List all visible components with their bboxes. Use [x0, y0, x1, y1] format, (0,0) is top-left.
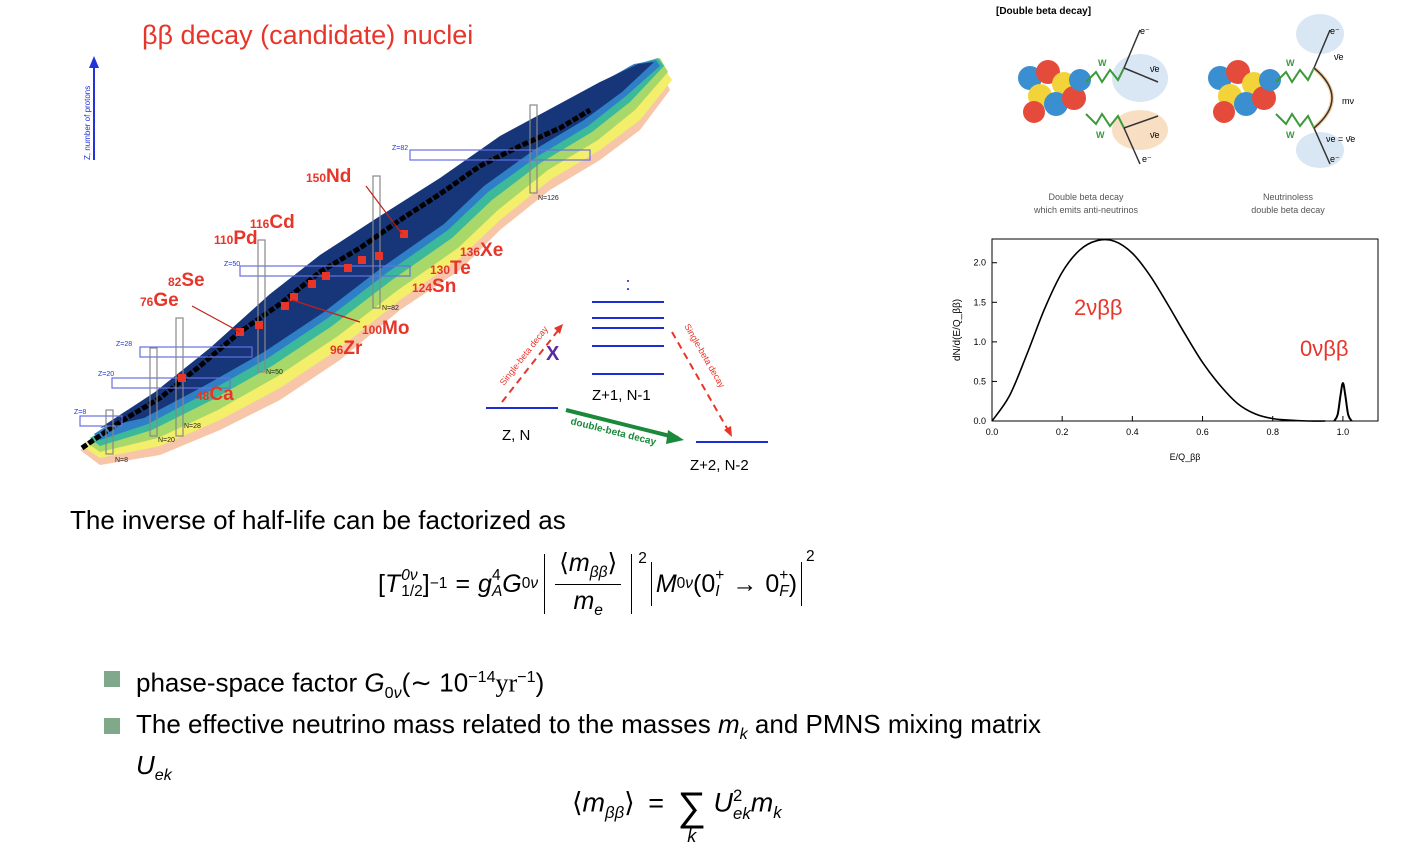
y-tick-label: 1.0	[973, 337, 986, 347]
left-caption-1: Double beta decay	[1048, 192, 1124, 202]
magic-n-50: N=50	[266, 369, 283, 376]
svg-text:W: W	[1286, 130, 1295, 140]
svg-text:ν̄e: ν̄e	[1150, 64, 1160, 74]
x-tick-label: 0.2	[1056, 427, 1069, 437]
single-beta-right: Single-beta decay	[682, 322, 727, 390]
x-tick-label: 0.4	[1126, 427, 1139, 437]
svg-text:e⁻: e⁻	[1330, 154, 1340, 164]
y-tick-label: 0.5	[973, 376, 986, 386]
nuclide-mo100: 100Mo	[362, 318, 409, 339]
x-tick-label: 0.0	[986, 427, 999, 437]
nuclide-te130: 130Te	[430, 258, 471, 279]
magic-z-82: Z=82	[392, 145, 408, 152]
svg-text:ν̄e: ν̄e	[1150, 130, 1160, 140]
magic-n-8: N=8	[115, 457, 128, 464]
magic-z-50: Z=50	[224, 261, 240, 268]
magic-n-28: N=28	[184, 423, 201, 430]
single-beta-left: Single-beta decay	[498, 324, 551, 387]
svg-text:e⁻: e⁻	[1142, 154, 1152, 164]
y-axis-label: dN/d(E/Q_ββ)	[952, 299, 963, 361]
nuclide-band	[80, 58, 672, 465]
svg-text:e⁻: e⁻	[1140, 26, 1150, 36]
magic-n-126: N=126	[538, 195, 559, 202]
magic-n-20: N=20	[158, 437, 175, 444]
svg-text:W: W	[1286, 58, 1295, 68]
nuclide-zr96: 96Zr	[330, 338, 363, 359]
svg-text:W: W	[1098, 58, 1107, 68]
bullet-effective-mass: The effective neutrino mass related to t…	[104, 709, 1041, 791]
left-panel: W W e⁻ e⁻ ν̄e ν̄e Double beta decay whic…	[1018, 26, 1168, 215]
intro-text: The inverse of half-life can be factoriz…	[70, 505, 566, 535]
plot-frame	[991, 238, 1379, 422]
illustration-header: [Double beta decay]	[996, 6, 1091, 17]
nuclide-nd150: 150Nd	[306, 166, 351, 187]
label-2nu: 2νββ	[1074, 295, 1123, 320]
bullet-list: phase-space factor G0ν(∼ 10−14yr−1) The …	[104, 662, 1041, 791]
nuclide-ca48: 48Ca	[196, 384, 234, 405]
x-tick-label: 0.6	[1196, 427, 1209, 437]
left-caption-2: which emits anti-neutrinos	[1033, 205, 1139, 215]
nuclide-xe136: 136Xe	[460, 240, 503, 261]
right-caption-2: double beta decay	[1251, 205, 1325, 215]
svg-text:e⁻: e⁻	[1330, 26, 1340, 36]
nuclide-sn124: 124Sn	[412, 276, 456, 297]
effective-mass-equation: ⟨mββ⟩ = ∑ k U 2 ek mk	[572, 785, 782, 846]
level-z1: Z+1, N-1	[592, 387, 651, 404]
x-tick-label: 1.0	[1337, 427, 1350, 437]
nuclide-chart: ββ decay (candidate) nuclei Z, number of…	[74, 20, 768, 474]
series-0nu-peak	[1333, 382, 1353, 422]
nuclide-se82: 82Se	[168, 270, 205, 291]
forbidden-x: X	[546, 343, 560, 365]
magic-z-20: Z=20	[98, 371, 114, 378]
nuclide-chart-title: ββ decay (candidate) nuclei	[142, 20, 473, 50]
svg-text:W: W	[1096, 130, 1105, 140]
magic-n-82: N=82	[382, 305, 399, 312]
level-dots: :	[625, 274, 630, 294]
y-tick-label: 2.0	[973, 258, 986, 268]
spectrum-chart: 0.0 0.2 0.4 0.6 0.8 1.0 0.0 0.5 1.0 1.5 2.0 E/Q_ββ…	[952, 238, 1379, 462]
double-beta-illustration: [Double beta decay] W W e⁻ e⁻ ν̄e ν̄e Do…	[996, 6, 1355, 215]
nuclide-pd110: 110Pd	[214, 228, 258, 249]
series-2nu-curve	[991, 238, 1326, 422]
level-zn: Z, N	[502, 427, 530, 444]
stability-line	[80, 107, 592, 451]
svg-text:ν̄e: ν̄e	[1334, 52, 1344, 62]
right-panel: W W e⁻ e⁻ ν̄e mν νe = ν̄e Neutrinoless d…	[1208, 14, 1355, 215]
svg-text:νe = ν̄e: νe = ν̄e	[1326, 134, 1355, 144]
magic-z-28: Z=28	[116, 341, 132, 348]
nuclide-cd116: 116Cd	[250, 212, 295, 233]
axis-ticks: 0.0 0.2 0.4 0.6 0.8 1.0 0.0 0.5 1.0 1.5 2.0	[973, 258, 1349, 437]
x-tick-label: 0.8	[1266, 427, 1279, 437]
svg-text:mν: mν	[1342, 96, 1354, 106]
y-tick-label: 1.5	[973, 297, 986, 307]
label-0nu: 0νββ	[1300, 336, 1349, 361]
right-caption-1: Neutrinoless	[1263, 192, 1314, 202]
level-z2: Z+2, N-2	[690, 457, 749, 474]
x-axis-label: E/Q_ββ	[1170, 452, 1201, 462]
magic-z-8: Z=8	[74, 409, 86, 416]
bullet-phase-space: phase-space factor G0ν(∼ 10−14yr−1)	[104, 662, 1041, 709]
energy-level-diagram: : Single-beta decay Single-beta decay X …	[486, 274, 768, 474]
y-tick-label: 0.0	[973, 416, 986, 426]
z-axis-label: Z, number of protons	[83, 86, 92, 160]
nuclide-ge76: 76Ge	[140, 290, 179, 311]
